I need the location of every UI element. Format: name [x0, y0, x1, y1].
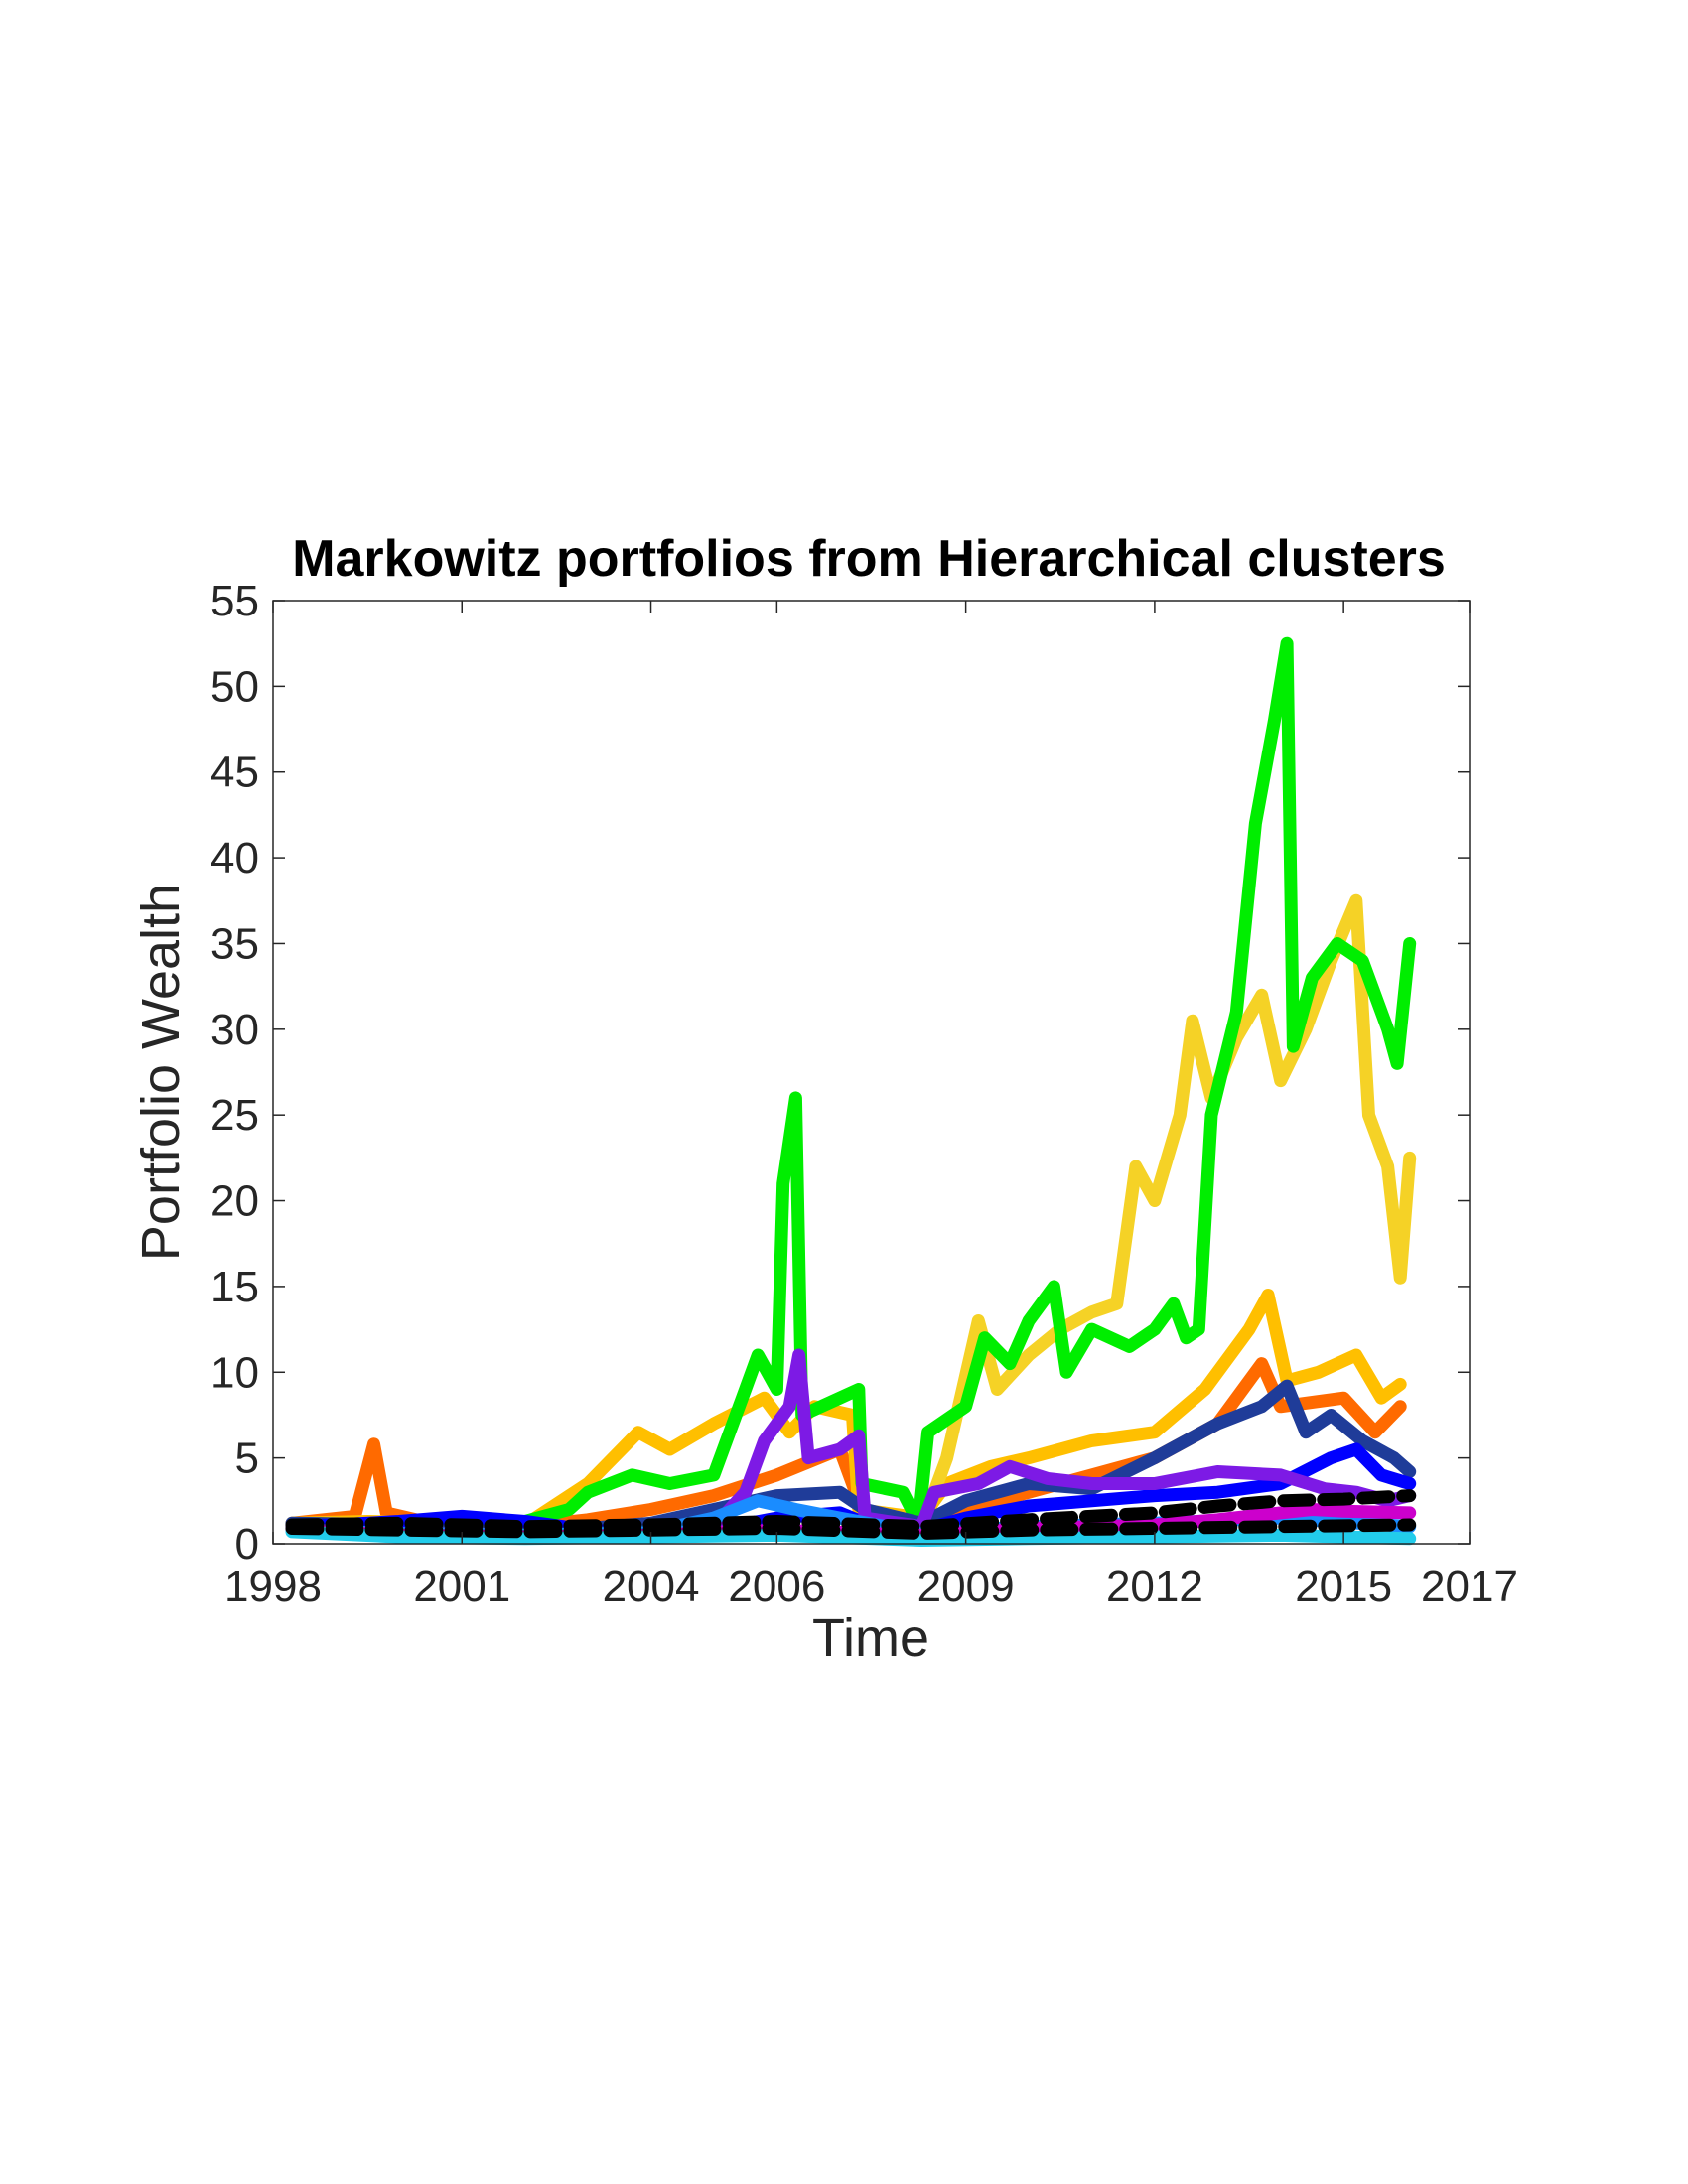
y-tick-label: 45: [211, 749, 259, 797]
y-axis-label: Portfolio Wealth: [131, 884, 191, 1261]
x-tick-label: 1998: [224, 1563, 322, 1611]
y-tick-label: 55: [211, 577, 259, 625]
y-tick-label: 10: [211, 1348, 259, 1397]
y-tick-label: 0: [235, 1520, 259, 1569]
x-tick-label: 2017: [1421, 1563, 1518, 1611]
y-tick-label: 50: [211, 662, 259, 711]
x-tick-label: 2006: [728, 1563, 825, 1611]
axes-box: [272, 600, 1471, 1545]
chart-title: Markowitz portfolios from Hierarchical c…: [292, 530, 1446, 588]
series-line-4: [443, 636, 1417, 1534]
tick-layer: 1998 2001 2004 2006 2009 2012 2015 2017 0 5 10 15 20…: [211, 577, 1518, 1611]
y-tick-label: 15: [211, 1263, 259, 1311]
y-tick-label: 5: [235, 1434, 259, 1483]
x-tick-label: 2012: [1106, 1563, 1203, 1611]
x-tick-label: 2004: [603, 1563, 700, 1611]
y-tick-label: 30: [211, 1006, 259, 1054]
series-layer: [285, 636, 1417, 1547]
x-tick-label: 2001: [413, 1563, 510, 1611]
y-tick-label: 35: [211, 919, 259, 968]
y-tick-label: 40: [211, 834, 259, 883]
x-tick-label: 2015: [1295, 1563, 1392, 1611]
x-tick-label: 2009: [917, 1563, 1015, 1611]
series-line-3: [914, 893, 1417, 1534]
x-axis-label: Time: [812, 1608, 929, 1668]
y-tick-label: 25: [211, 1091, 259, 1140]
y-tick-label: 20: [211, 1177, 259, 1226]
series-line-12: [285, 1518, 1417, 1541]
